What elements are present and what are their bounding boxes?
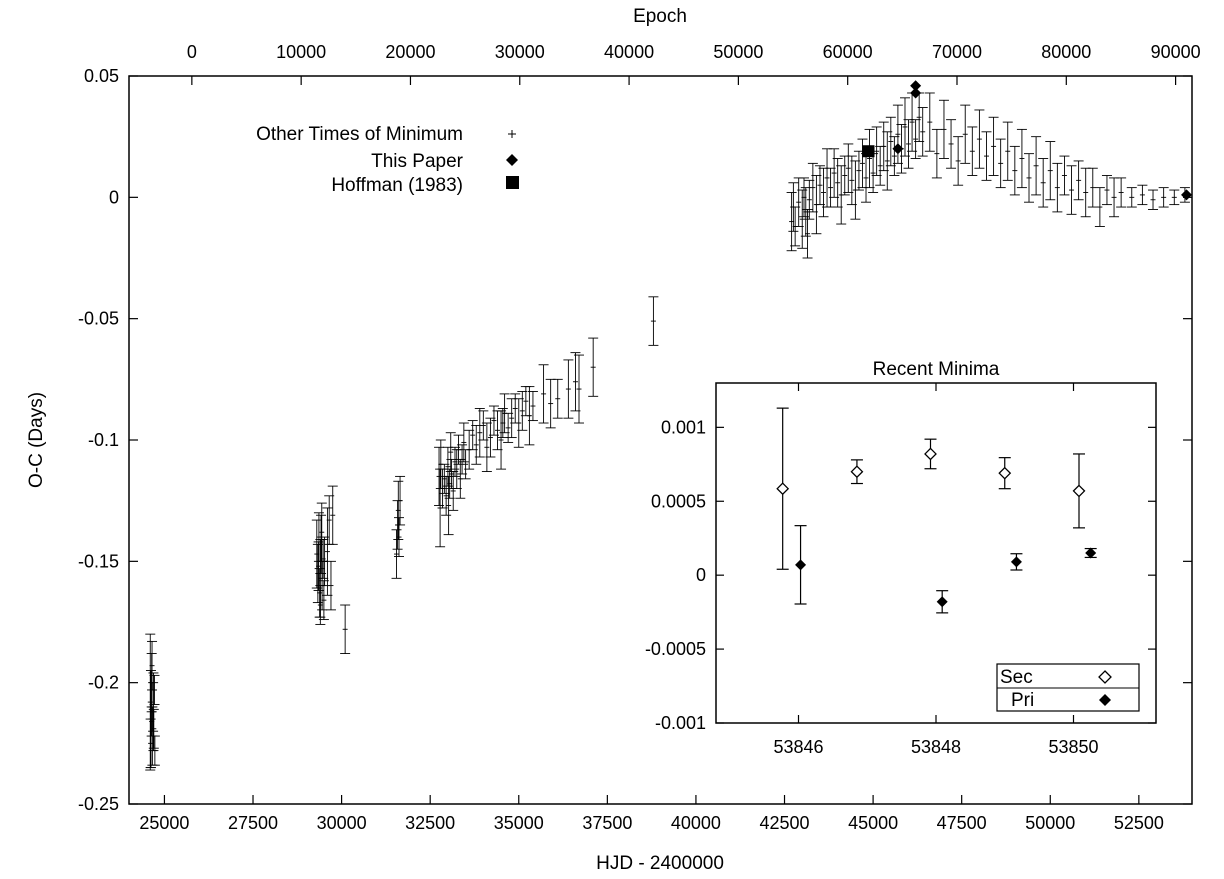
inset-tick-labels: 53846 53848 53850 -0.001 -0.0005 0 0.0005 0.001 <box>645 417 1099 757</box>
legend-label-this-paper: This Paper <box>371 151 464 172</box>
inset-x-tick-label: 53846 <box>773 737 823 757</box>
inset-point-pri <box>1085 547 1097 559</box>
y-tick-label: 0 <box>109 187 119 207</box>
inset-legend-pri: Pri <box>1011 690 1034 711</box>
inset-point-pri <box>936 596 948 608</box>
inset-legend: Sec Pri <box>996 663 1140 712</box>
legend-marker-diamond <box>506 154 518 166</box>
x2-tick-label: 20000 <box>385 42 435 62</box>
y-tick-label: -0.1 <box>88 430 119 450</box>
inset-point-pri <box>795 559 807 571</box>
legend-marker-plus <box>508 130 516 138</box>
inset-point-sec <box>1072 484 1086 498</box>
inset-legend-open-diamond <box>1098 670 1112 684</box>
x-tick-label: 42500 <box>759 813 809 833</box>
x2-tick-label: 80000 <box>1041 42 1091 62</box>
x-tick-label: 37500 <box>582 813 632 833</box>
x2-tick-label: 40000 <box>604 42 654 62</box>
inset-y-tick-label: 0.0005 <box>651 491 706 511</box>
x2-tick-label: 90000 <box>1151 42 1201 62</box>
x-tick-label: 25000 <box>139 813 189 833</box>
point-this-paper <box>910 87 922 99</box>
x-tick-label: 30000 <box>317 813 367 833</box>
y-tick-label: -0.05 <box>78 309 119 329</box>
inset-point-pri <box>1010 556 1022 568</box>
x2-tick-label: 10000 <box>276 42 326 62</box>
x2-tick-label: 60000 <box>823 42 873 62</box>
inset-ticks <box>716 383 1156 724</box>
x2-tick-label: 0 <box>187 42 197 62</box>
inset-y-tick-label: 0 <box>696 565 706 585</box>
y-tick-label: 0.05 <box>84 66 119 86</box>
point-this-paper <box>910 80 922 92</box>
inset-x-tick-label: 53850 <box>1048 737 1098 757</box>
inset-y-tick-label: -0.0005 <box>645 639 706 659</box>
y-tick-label: -0.25 <box>78 794 119 814</box>
main-ticks <box>129 75 1192 805</box>
inset-y-tick-label: 0.001 <box>661 417 706 437</box>
x-tick-label: 27500 <box>228 813 278 833</box>
inset-x-tick-label: 53848 <box>911 737 961 757</box>
inset-y-tick-label: -0.001 <box>655 713 706 733</box>
inset-legend-sec: Sec <box>1000 667 1033 688</box>
x-tick-label: 35000 <box>494 813 544 833</box>
main-tick-labels: 25000 27500 30000 32500 35000 37500 40000 42500… <box>78 42 1201 833</box>
inset-title: Recent Minima <box>873 359 1000 380</box>
legend-label-other: Other Times of Minimum <box>256 124 463 145</box>
x-tick-label: 45000 <box>848 813 898 833</box>
inset-point-sec <box>776 482 790 496</box>
x2-tick-label: 30000 <box>495 42 545 62</box>
inset-chart: Recent Minima 53846 53848 53850 -0.001 -0.00… <box>645 359 1157 757</box>
x-tick-label: 47500 <box>937 813 987 833</box>
x-axis-title: HJD - 2400000 <box>596 853 724 874</box>
x-tick-label: 52500 <box>1114 813 1164 833</box>
main-data-points <box>145 80 1193 771</box>
inset-point-sec <box>850 465 864 479</box>
inset-point-sec <box>998 466 1012 480</box>
inset-data-points <box>776 407 1097 614</box>
x-tick-label: 32500 <box>405 813 455 833</box>
y-tick-label: -0.2 <box>88 673 119 693</box>
legend-marker-square <box>506 176 519 189</box>
top-axis-title: Epoch <box>633 6 687 27</box>
inset-point-sec <box>924 447 937 461</box>
y-tick-label: -0.15 <box>78 551 119 571</box>
x-tick-label: 40000 <box>671 813 721 833</box>
x2-tick-label: 50000 <box>713 42 763 62</box>
inset-legend-filled-diamond <box>1099 694 1111 706</box>
point-this-paper <box>1181 189 1193 201</box>
x-tick-label: 50000 <box>1025 813 1075 833</box>
legend-label-hoffman: Hoffman (1983) <box>331 175 463 196</box>
main-legend: Other Times of Minimum This Paper Hoffma… <box>256 124 519 196</box>
point-hoffman <box>862 145 875 158</box>
point-this-paper <box>892 143 904 155</box>
x2-tick-label: 70000 <box>932 42 982 62</box>
y-axis-title: O-C (Days) <box>26 392 47 488</box>
